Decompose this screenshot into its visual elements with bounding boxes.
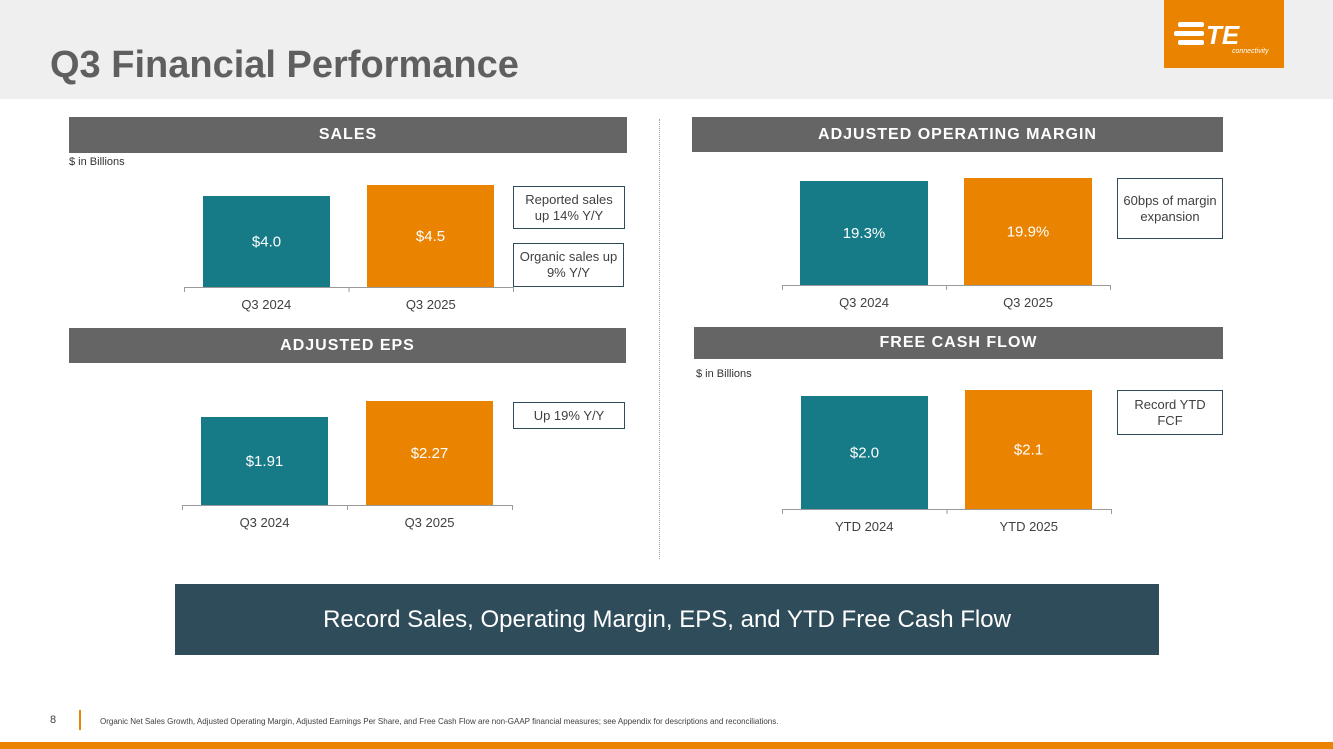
- eps-data-label-2: $2.27: [411, 445, 449, 462]
- sales-callout-organic: Organic sales up 9% Y/Y: [513, 243, 624, 287]
- fcf-bar-1: [801, 396, 928, 509]
- fcf-bar-2: [965, 390, 1092, 509]
- margin-data-label-2: 19.9%: [1007, 224, 1050, 241]
- margin-chart: 19.3% Q3 2024 19.9% Q3 2025: [782, 178, 1111, 310]
- margin-title: ADJUSTED OPERATING MARGIN: [818, 125, 1097, 143]
- bottom-accent-line: [0, 742, 1333, 749]
- logo-subtext: connectivity: [1232, 48, 1269, 55]
- fcf-category-label-2: YTD 2025: [999, 519, 1058, 534]
- summary-banner: Record Sales, Operating Margin, EPS, and…: [175, 584, 1159, 655]
- fcf-title: FREE CASH FLOW: [879, 334, 1038, 351]
- margin-category-label-1: Q3 2024: [839, 295, 889, 310]
- margin-bar-1: [800, 181, 928, 285]
- footnote: Organic Net Sales Growth, Adjusted Opera…: [100, 717, 779, 726]
- header-band: [0, 0, 1333, 99]
- margin-bar-2: [964, 178, 1092, 285]
- fcf-banner: FREE CASH FLOW: [694, 327, 1223, 359]
- margin-category-label-2: Q3 2025: [1003, 295, 1053, 310]
- te-connectivity-logo: TE connectivity: [1164, 0, 1284, 68]
- sales-banner: SALES: [69, 117, 627, 153]
- sales-chart: $4.0 Q3 2024 $4.5 Q3 2025: [184, 185, 514, 312]
- page-title: Q3 Financial Performance: [50, 44, 519, 86]
- fcf-chart: $2.0 YTD 2024 $2.1 YTD 2025: [782, 390, 1112, 534]
- sales-category-label-2: Q3 2025: [406, 297, 456, 312]
- margin-banner: ADJUSTED OPERATING MARGIN: [692, 117, 1223, 152]
- eps-title: ADJUSTED EPS: [280, 336, 415, 354]
- sales-bar-2: [367, 185, 494, 287]
- sales-callout-reported: Reported sales up 14% Y/Y: [513, 186, 625, 229]
- fcf-category-label-1: YTD 2024: [835, 519, 894, 534]
- sales-bar-1: [203, 196, 330, 287]
- eps-category-label-2: Q3 2025: [405, 515, 455, 530]
- section-divider: [659, 119, 660, 559]
- eps-bar-1: [201, 417, 328, 505]
- sales-category-label-1: Q3 2024: [241, 297, 291, 312]
- sales-data-label-1: $4.0: [252, 234, 281, 251]
- sales-unit-label: $ in Billions: [69, 156, 125, 168]
- eps-category-label-1: Q3 2024: [240, 515, 290, 530]
- fcf-unit-label: $ in Billions: [696, 368, 752, 380]
- eps-banner: ADJUSTED EPS: [69, 328, 626, 363]
- margin-callout: 60bps of margin expansion: [1117, 178, 1223, 239]
- eps-bar-2: [366, 401, 493, 505]
- sales-data-label-2: $4.5: [416, 228, 445, 245]
- fcf-callout: Record YTD FCF: [1117, 390, 1223, 435]
- margin-data-label-1: 19.3%: [843, 225, 886, 242]
- fcf-data-label-2: $2.1: [1014, 442, 1043, 459]
- eps-callout: Up 19% Y/Y: [513, 402, 625, 429]
- eps-chart: $1.91 Q3 2024 $2.27 Q3 2025: [182, 401, 513, 530]
- sales-title: SALES: [318, 126, 378, 143]
- footer-accent: [79, 710, 81, 730]
- logo-text: TE: [1206, 20, 1240, 50]
- fcf-data-label-1: $2.0: [850, 445, 879, 462]
- page-number: 8: [50, 714, 57, 726]
- eps-data-label-1: $1.91: [246, 453, 284, 470]
